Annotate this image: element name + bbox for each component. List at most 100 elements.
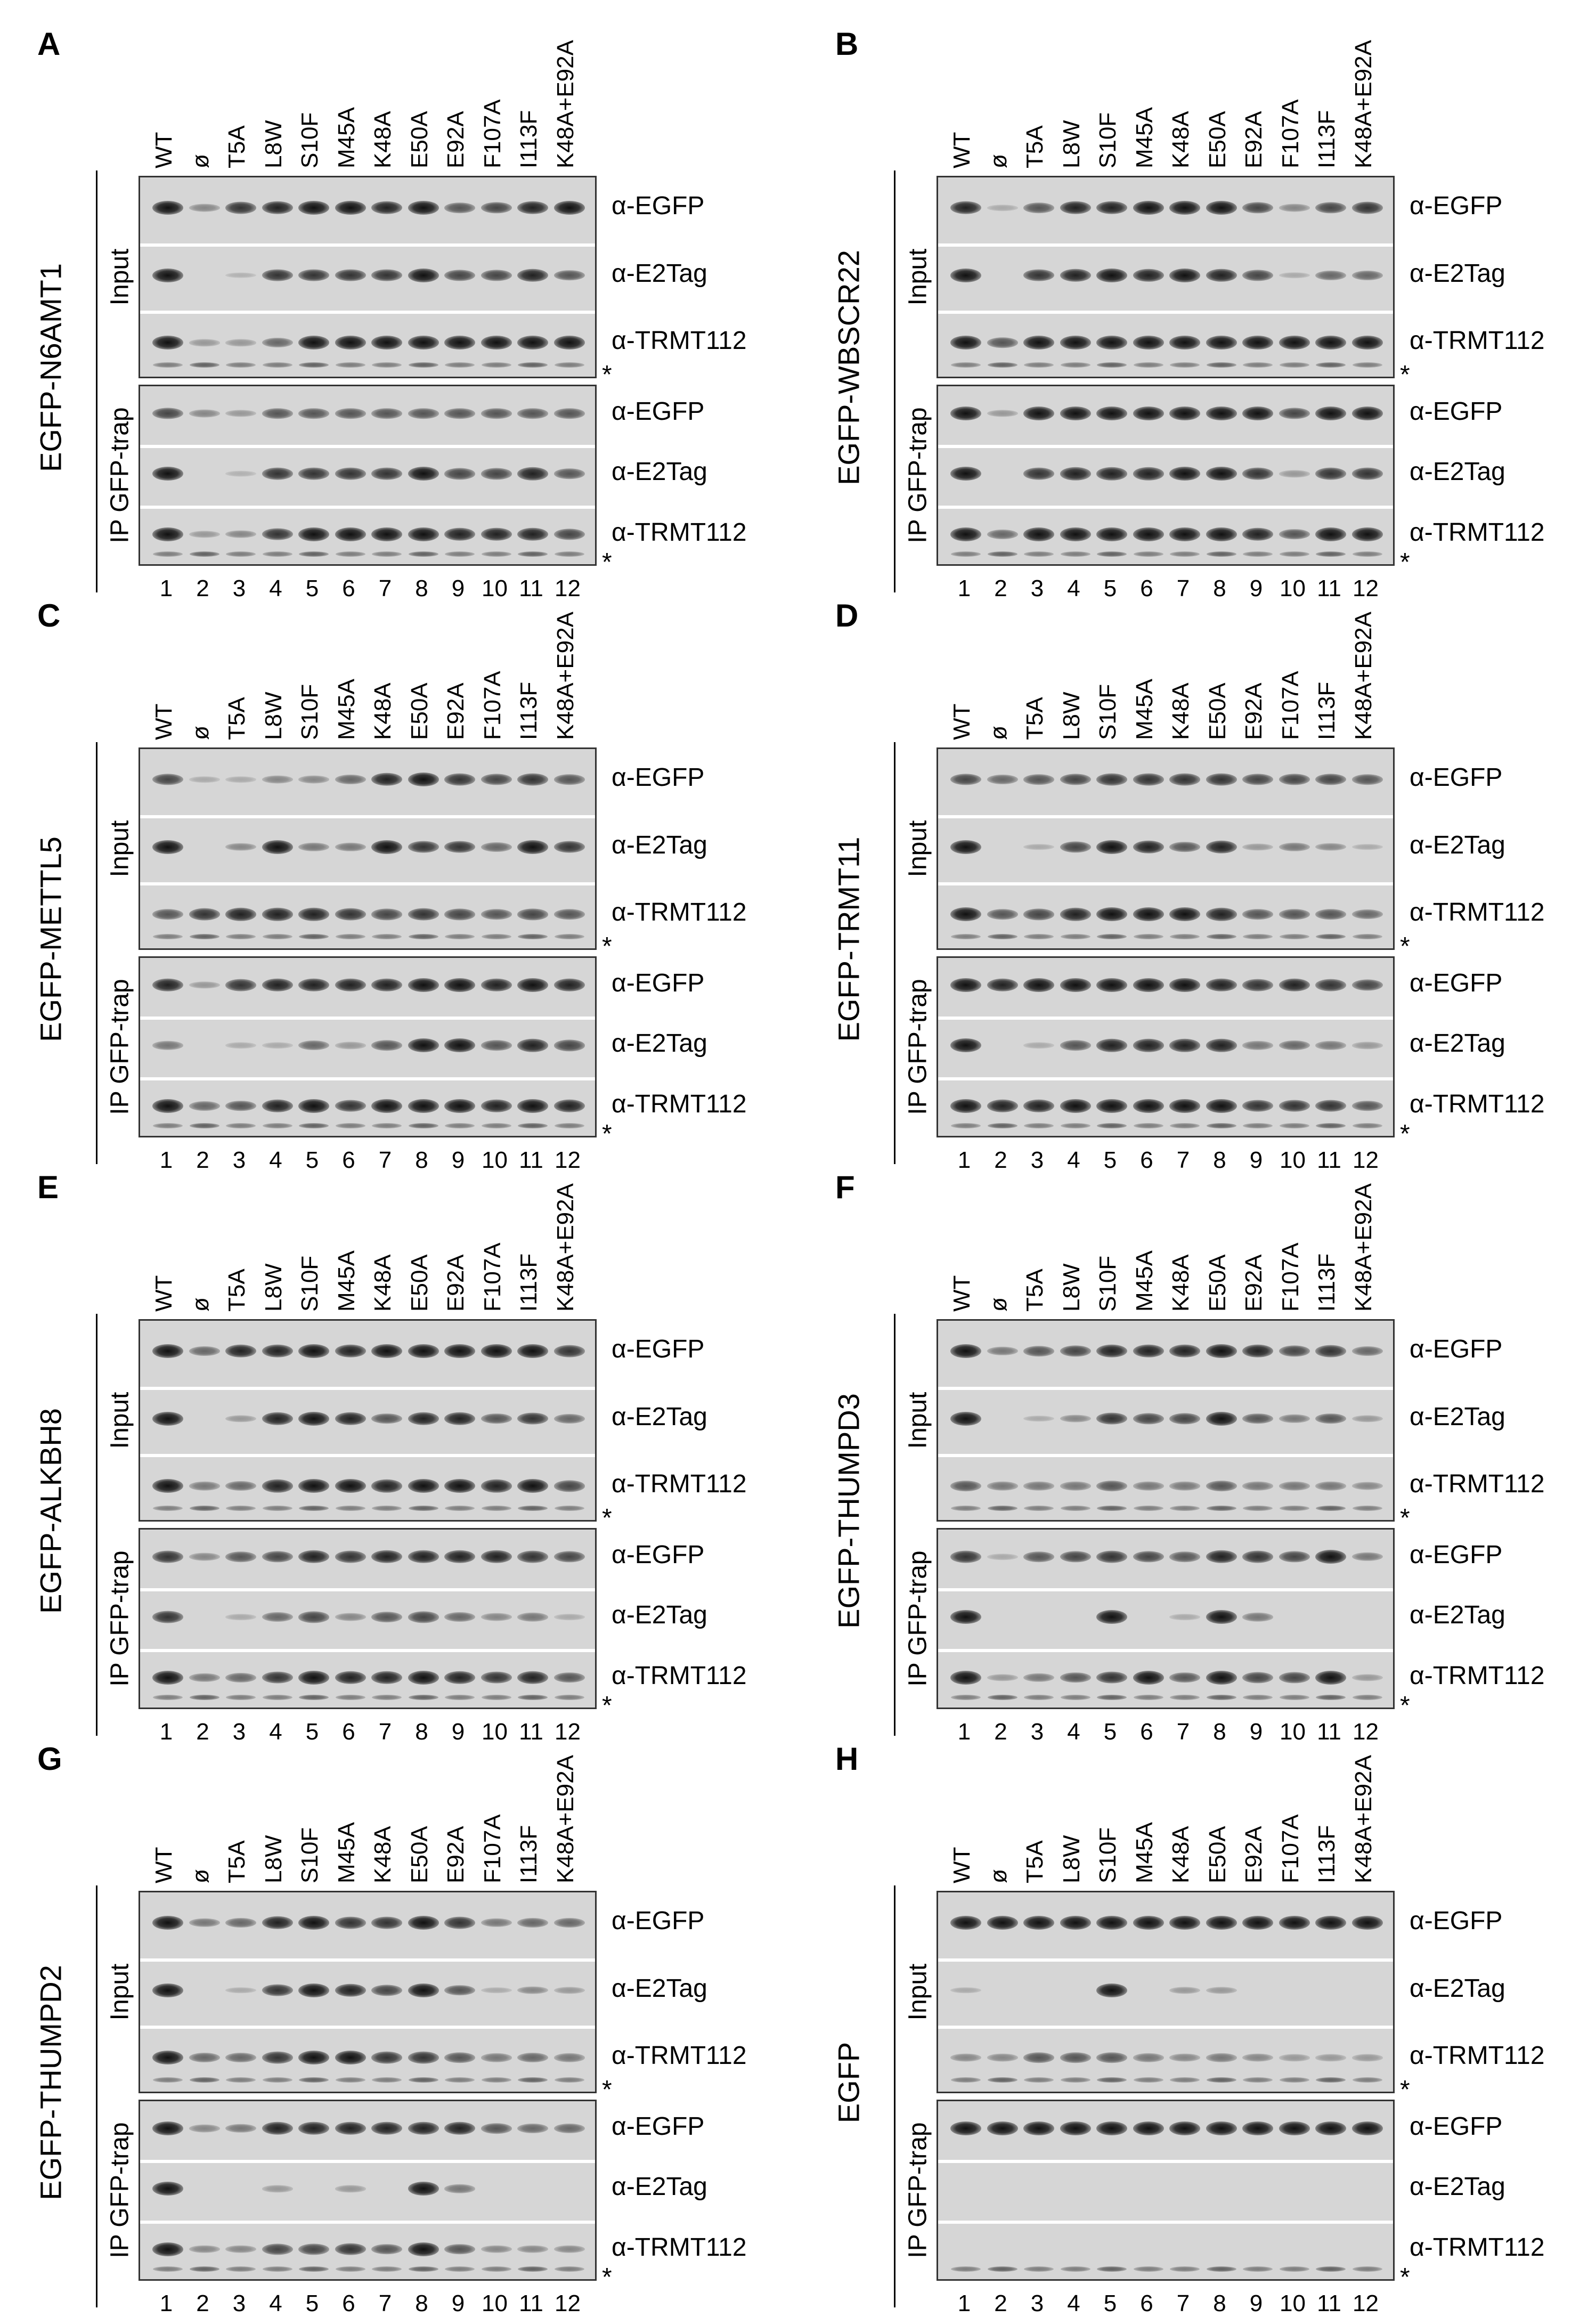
band <box>1242 2053 1273 2062</box>
band-lower <box>1352 934 1382 940</box>
band <box>1060 407 1091 420</box>
band <box>1279 1345 1310 1357</box>
band <box>1206 773 1237 786</box>
band <box>1315 1482 1346 1491</box>
band <box>1351 1415 1383 1422</box>
band-lower <box>1352 2266 1382 2272</box>
band <box>1169 1039 1200 1052</box>
band <box>444 1099 475 1113</box>
panel-a: A WT ø T5A L8W S10F M45A K48A E50A E92A F107A I113F… <box>0 0 798 601</box>
band <box>262 1042 293 1049</box>
band-lower <box>372 2266 402 2272</box>
mutant-label: K48A <box>1168 111 1194 168</box>
band <box>1096 1344 1127 1358</box>
band <box>371 527 402 541</box>
band <box>1206 1670 1237 1685</box>
band <box>1242 1041 1273 1050</box>
band <box>1279 272 1310 279</box>
band <box>298 1916 329 1930</box>
mutant-label: T5A <box>224 697 250 740</box>
panel-c: C WT ø T5A L8W S10F M45A K48A E50A E92A F107A I113F… <box>0 572 798 1173</box>
lane-number: 4 <box>1067 1147 1080 1173</box>
antibody-label: α-TRMT112 <box>1410 2042 1545 2070</box>
input-blot <box>139 176 597 378</box>
band <box>987 410 1018 417</box>
band <box>371 1099 402 1113</box>
band-lower <box>445 1506 475 1511</box>
input-label: Input <box>105 1963 134 2021</box>
band <box>1096 527 1127 541</box>
band <box>335 1412 366 1425</box>
band <box>408 978 439 992</box>
band-lower <box>1206 2266 1236 2272</box>
band <box>262 2185 293 2192</box>
band <box>1169 201 1200 215</box>
mutant-label: ø <box>985 1869 1012 1883</box>
mutant-label: K48A+E92A <box>552 612 579 740</box>
band-lower <box>1060 551 1090 557</box>
band-lower <box>1170 1123 1200 1129</box>
band <box>408 408 439 419</box>
band <box>481 1099 512 1112</box>
strip-divider <box>938 882 1393 886</box>
mutant-label: WT <box>151 132 177 168</box>
band <box>444 202 475 213</box>
strip-divider <box>938 311 1393 314</box>
band <box>335 408 366 419</box>
band <box>1315 467 1346 480</box>
ip-label: IP GFP-trap <box>903 2122 932 2258</box>
antibody-label: α-EGFP <box>1410 969 1503 997</box>
panel-letter: A <box>37 26 61 62</box>
band <box>987 1674 1018 1681</box>
band <box>298 201 329 215</box>
band <box>1023 2121 1054 2135</box>
lane-number: 7 <box>1176 2290 1190 2316</box>
band <box>1351 270 1383 280</box>
band <box>1169 2053 1200 2062</box>
band-lower <box>1279 2266 1309 2272</box>
antibody-label: α-TRMT112 <box>1410 1470 1545 1499</box>
input-blot <box>139 1319 597 1522</box>
band <box>553 1987 585 1994</box>
mutant-label: ø <box>985 154 1012 168</box>
band <box>553 2245 585 2254</box>
band-lower <box>408 2266 438 2272</box>
band <box>1133 1482 1164 1491</box>
band <box>408 1038 439 1053</box>
band <box>1242 1916 1273 1930</box>
band <box>481 1479 512 1493</box>
band-lower <box>153 1506 183 1511</box>
band <box>1206 201 1237 215</box>
band-lower <box>1024 362 1054 368</box>
band-lower <box>1206 551 1236 557</box>
band <box>1279 529 1310 540</box>
band <box>1206 527 1237 541</box>
band <box>298 1983 329 1997</box>
band <box>408 1344 439 1358</box>
band-lower <box>1024 551 1054 557</box>
band <box>225 1672 256 1682</box>
band-lower <box>408 1123 438 1129</box>
band <box>1060 1414 1091 1423</box>
band <box>1096 467 1127 481</box>
band <box>1023 978 1054 992</box>
band <box>298 1099 329 1113</box>
lane-number: 2 <box>994 575 1007 601</box>
band-lower <box>1170 1695 1200 1701</box>
band <box>262 269 293 282</box>
band <box>950 1344 981 1358</box>
band-lower <box>1133 1506 1163 1511</box>
band-lower <box>1097 551 1127 557</box>
strip-divider <box>938 1386 1393 1390</box>
band <box>152 1611 183 1623</box>
lane-number: 10 <box>482 2290 508 2316</box>
band <box>987 2053 1018 2062</box>
band <box>408 1916 439 1930</box>
band-lower <box>1243 362 1273 368</box>
band-lower <box>262 362 292 368</box>
antibody-label: α-EGFP <box>1410 2112 1503 2141</box>
band <box>1351 1674 1383 1681</box>
sample-bracket <box>894 170 895 592</box>
band <box>517 1613 548 1622</box>
band <box>408 2051 439 2064</box>
